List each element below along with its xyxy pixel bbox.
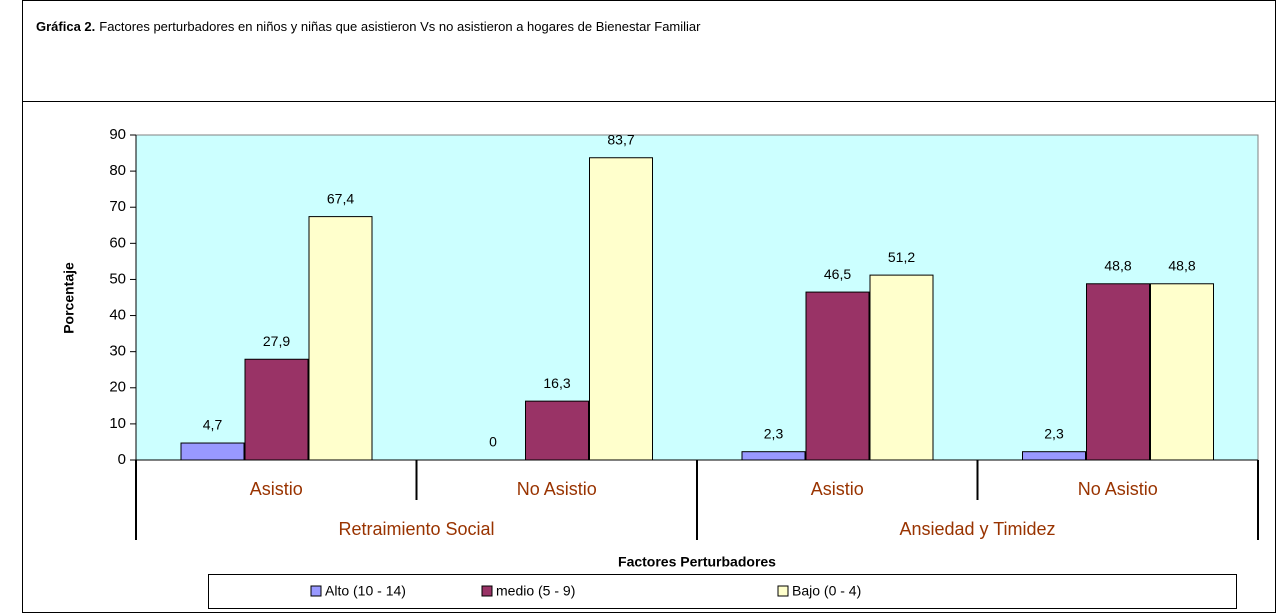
- legend-label: Alto (10 - 14): [325, 583, 406, 599]
- bar: [244, 358, 309, 461]
- bar: [1150, 283, 1214, 461]
- title-label: Gráfica 2.: [36, 19, 95, 34]
- value-label: 2,3: [764, 425, 784, 441]
- y-tick-label: 30: [109, 343, 126, 360]
- y-tick-label: 70: [109, 198, 126, 215]
- value-label: 16,3: [543, 375, 570, 391]
- legend-swatch: [310, 585, 322, 597]
- y-tick-label: 0: [118, 451, 126, 468]
- bar: [308, 216, 373, 461]
- value-label: 51,2: [888, 249, 915, 265]
- y-tick-label: 60: [109, 234, 126, 251]
- bar: [1022, 451, 1086, 461]
- legend-label: Bajo (0 - 4): [792, 583, 861, 599]
- y-tick-label: 90: [109, 126, 126, 143]
- value-label: 48,8: [1168, 257, 1195, 273]
- x-tick-label: No Asistio: [517, 479, 597, 499]
- bar: [1086, 283, 1150, 461]
- bar: [805, 291, 870, 461]
- group-label: Retraimiento Social: [338, 519, 494, 539]
- y-tick-label: 80: [109, 162, 126, 179]
- bar: [741, 451, 806, 461]
- title-text: Factores perturbadores en niños y niñas …: [99, 19, 701, 34]
- x-axis-title: Factores Perturbadores: [618, 554, 776, 570]
- x-tick-label: Asistio: [250, 479, 303, 499]
- group-label: Ansiedad y Timidez: [899, 519, 1055, 539]
- value-label: 46,5: [824, 266, 851, 282]
- value-label: 0: [489, 434, 497, 450]
- bar: [589, 157, 653, 461]
- bar: [869, 274, 934, 461]
- bar: [180, 442, 245, 461]
- value-label: 2,3: [1044, 425, 1064, 441]
- legend-swatch: [481, 585, 493, 597]
- legend-label: medio (5 - 9): [496, 583, 575, 599]
- y-tick-label: 50: [109, 270, 126, 287]
- chart-title: Gráfica 2. Factores perturbadores en niño…: [36, 19, 701, 34]
- y-tick-label: 40: [109, 307, 126, 324]
- value-label: 67,4: [327, 190, 354, 206]
- x-tick-label: No Asistio: [1078, 479, 1158, 499]
- bar: [525, 400, 589, 461]
- value-label: 4,7: [203, 417, 223, 433]
- value-label: 83,7: [607, 131, 634, 147]
- legend: [208, 574, 1237, 609]
- x-tick-label: Asistio: [811, 479, 864, 499]
- value-label: 48,8: [1104, 257, 1131, 273]
- value-label: 27,9: [263, 333, 290, 349]
- legend-swatch: [777, 585, 789, 597]
- y-tick-label: 20: [109, 379, 126, 396]
- y-tick-label: 10: [109, 415, 126, 432]
- y-axis-title: Porcentaje: [61, 262, 77, 334]
